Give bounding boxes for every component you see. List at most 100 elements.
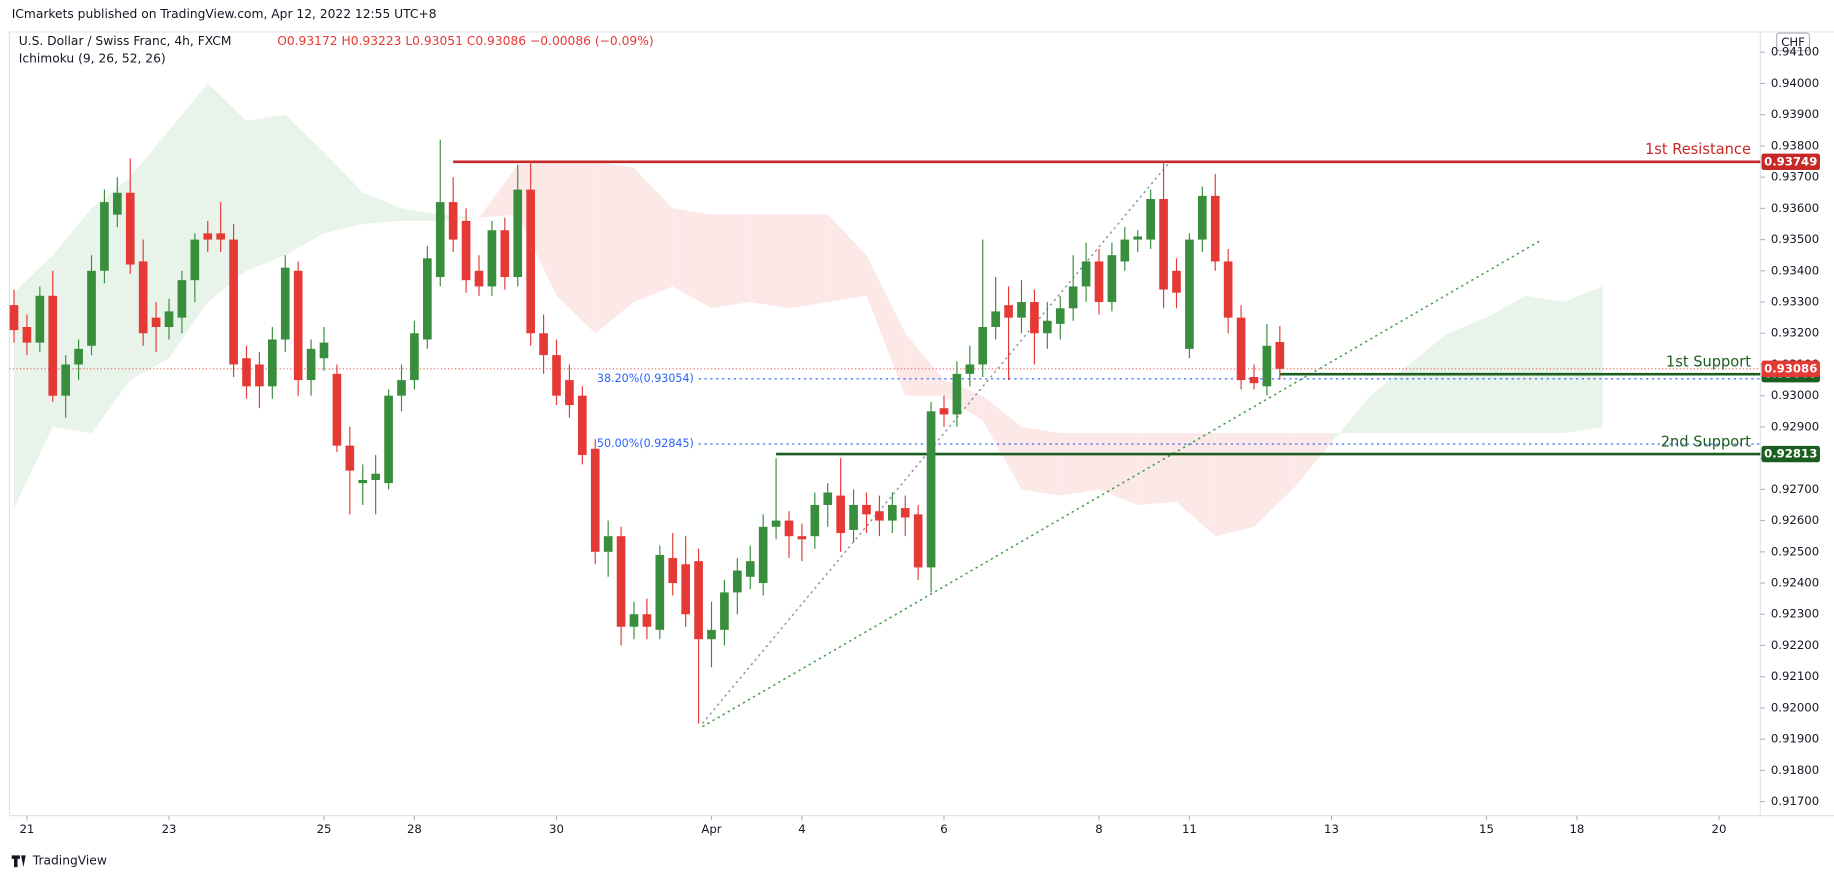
ichimoku-cloud: [711, 214, 751, 309]
candle-body: [578, 395, 587, 456]
y-tick-label: 0.93800: [1771, 138, 1819, 152]
x-tick-label: 23: [162, 822, 177, 836]
y-tick-label: 0.93200: [1771, 326, 1819, 340]
y-tick-label: 0.92500: [1771, 544, 1819, 558]
candle-body: [1146, 198, 1155, 240]
ichimoku-cloud: [1060, 433, 1099, 496]
ichimoku-cloud: [517, 161, 557, 296]
candle-body: [539, 333, 548, 356]
candle-body: [590, 448, 600, 552]
candle-body: [1223, 261, 1233, 318]
y-tick-label: 0.93400: [1771, 263, 1819, 277]
ichimoku-cloud: [595, 161, 634, 334]
x-tick-label: 30: [549, 822, 564, 836]
last-price-tag: [1761, 360, 1820, 378]
x-tick-label: 13: [1324, 822, 1339, 836]
y-tick-label: 0.92300: [1771, 607, 1819, 621]
y-tick-label: 0.91800: [1771, 763, 1819, 777]
candle-body: [1081, 261, 1091, 287]
ichimoku-cloud: [788, 214, 828, 309]
indicator-legend: Ichimoku (9, 26, 52, 26): [19, 51, 166, 65]
candle-body: [875, 511, 884, 521]
ichimoku-cloud: [1021, 426, 1061, 496]
y-tick-label: 0.92700: [1771, 482, 1819, 496]
candle-body: [216, 233, 225, 240]
x-tick-label: 25: [317, 822, 332, 836]
ichimoku-cloud: [672, 208, 712, 309]
candles-layer: [9, 139, 1285, 724]
candle-body: [565, 380, 574, 406]
currency-box: [1776, 32, 1811, 52]
y-tick-label: 0.92400: [1771, 576, 1819, 590]
ichimoku-cloud: [982, 395, 1022, 490]
brand-logo: [11, 855, 26, 868]
ichimoku-cloud: [943, 380, 983, 421]
x-tick-label: Apr: [701, 822, 721, 836]
candle-body: [319, 342, 329, 359]
x-tick-label: 4: [798, 822, 805, 836]
candle-body: [797, 536, 807, 540]
y-tick-label: 0.91700: [1771, 794, 1819, 808]
candle-body: [1055, 308, 1065, 324]
candle-body: [100, 202, 109, 271]
candle-body: [268, 339, 277, 387]
ichimoku-cloud: [827, 214, 867, 303]
candle-body: [1094, 261, 1104, 303]
y-tick-label: 0.93300: [1771, 295, 1819, 309]
ichimoku-cloud: [1215, 433, 1254, 537]
candle-body: [345, 445, 355, 471]
candle-body: [125, 192, 135, 265]
candle-body: [823, 492, 833, 505]
y-tick-label: 0.93900: [1771, 107, 1819, 121]
ichimoku-cloud: [52, 208, 92, 434]
candle-body: [384, 395, 393, 484]
x-tick-label: 21: [19, 822, 34, 836]
candle-body: [745, 561, 755, 577]
y-tick-label: 0.92100: [1771, 669, 1819, 683]
candle-body: [203, 233, 213, 240]
currency-label: CHF: [1781, 35, 1805, 49]
candle-body: [1120, 239, 1130, 262]
ichimoku-cloud: [246, 114, 286, 271]
candle-body: [952, 373, 962, 415]
y-tick-label: 0.92000: [1771, 700, 1819, 714]
x-tick-label: 15: [1479, 822, 1494, 836]
candle-body: [87, 270, 96, 346]
symbol-title: U.S. Dollar / Swiss Franc, 4h, FXCM: [19, 34, 232, 48]
x-tick-label: 6: [940, 822, 947, 836]
candle-body: [694, 561, 703, 640]
ichimoku-cloud: [750, 214, 789, 309]
y-tick-label: 0.93700: [1771, 170, 1819, 184]
candle-body: [926, 411, 936, 568]
y-tick-label: 0.92600: [1771, 513, 1819, 527]
candle-body: [306, 348, 316, 381]
candle-body: [1159, 198, 1168, 290]
candle-body: [435, 202, 445, 278]
candle-body: [720, 592, 729, 630]
fib-label: 50.00%(0.92845): [597, 437, 694, 450]
candle-body: [448, 202, 458, 240]
candle-body: [423, 258, 432, 340]
level-price-tag-label: 0.93749: [1764, 154, 1817, 168]
last-price-tag-label: 0.93086: [1764, 361, 1817, 375]
candle-body: [1133, 236, 1143, 240]
ichimoku-cloud: [207, 83, 247, 303]
ichimoku-cloud: [285, 114, 325, 256]
candle-body: [61, 364, 71, 396]
cloud-layer: [14, 83, 1603, 537]
candle-body: [332, 373, 342, 446]
x-tick-label: 28: [407, 822, 422, 836]
candle-body: [862, 504, 871, 515]
candle-body: [784, 520, 794, 537]
candle-body: [242, 358, 251, 387]
candle-body: [771, 520, 781, 527]
level-label: 1st Resistance: [1645, 141, 1751, 158]
candle-body: [1107, 255, 1117, 303]
candle-body: [229, 239, 238, 365]
y-tick-label: 0.94100: [1771, 45, 1819, 59]
ohlc-legend: O0.93172 H0.93223 L0.93051 C0.93086 −0.0…: [277, 34, 653, 48]
ichimoku-cloud: [1098, 433, 1138, 505]
candle-body: [758, 526, 768, 584]
candle-body: [1004, 305, 1013, 318]
ichimoku-cloud: [1292, 433, 1332, 490]
